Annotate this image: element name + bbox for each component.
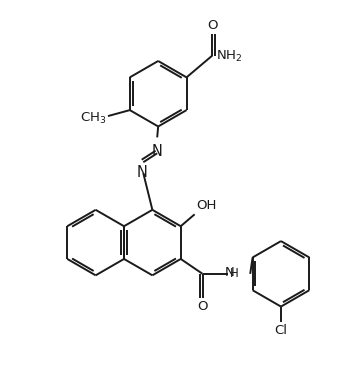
- Text: N: N: [224, 266, 234, 279]
- Text: O: O: [197, 300, 208, 313]
- Text: O: O: [207, 19, 218, 32]
- Text: H: H: [230, 267, 239, 280]
- Text: OH: OH: [197, 199, 217, 212]
- Text: N: N: [137, 165, 148, 180]
- Text: NH$_2$: NH$_2$: [216, 49, 243, 64]
- Text: Cl: Cl: [274, 324, 287, 338]
- Text: CH$_3$: CH$_3$: [80, 110, 106, 125]
- Text: N: N: [152, 144, 163, 160]
